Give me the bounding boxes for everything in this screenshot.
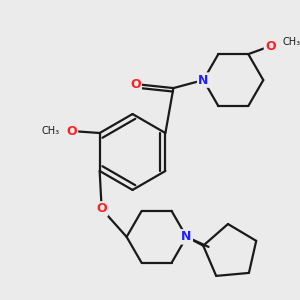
Text: O: O [265, 40, 276, 52]
Text: O: O [130, 78, 141, 91]
Text: N: N [182, 230, 192, 243]
Text: CH₃: CH₃ [42, 126, 60, 136]
Text: N: N [198, 74, 208, 87]
Text: O: O [96, 202, 107, 215]
Text: CH₃: CH₃ [282, 37, 300, 47]
Text: O: O [66, 124, 77, 137]
